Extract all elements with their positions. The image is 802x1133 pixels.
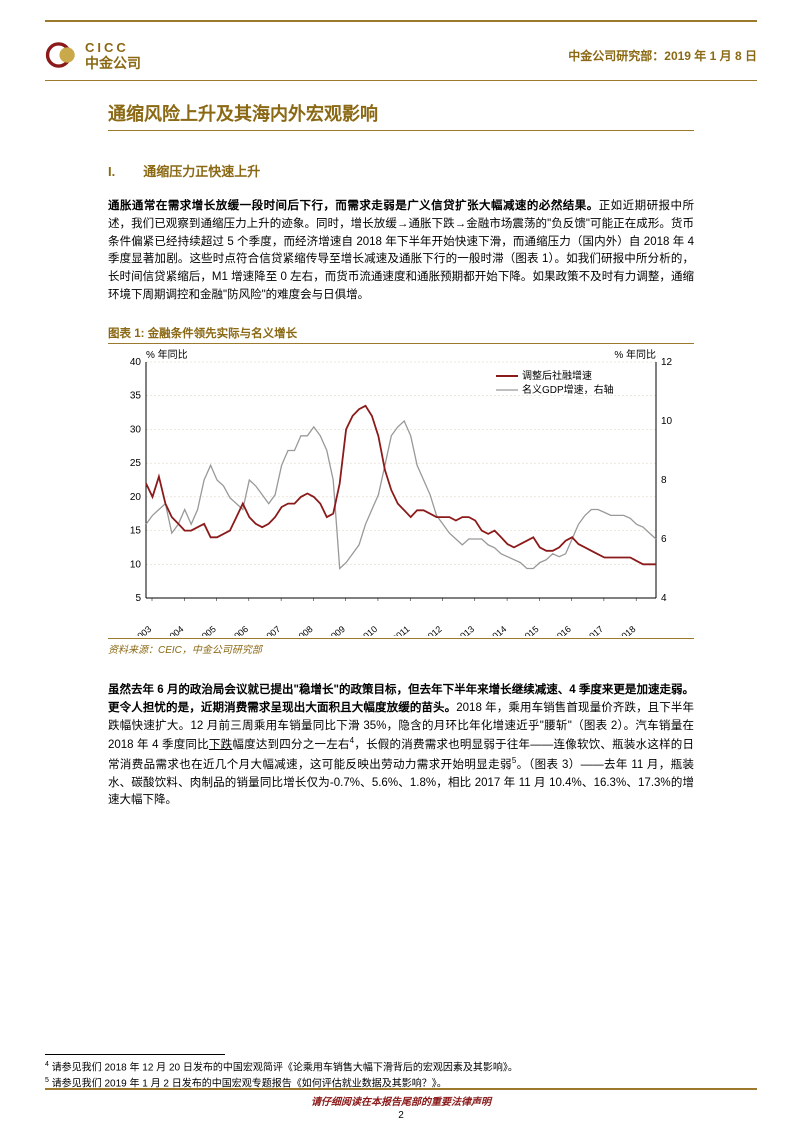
svg-text:2013: 2013 [454, 624, 476, 636]
svg-text:30: 30 [130, 424, 142, 435]
svg-text:15: 15 [130, 525, 142, 536]
svg-text:2014: 2014 [487, 624, 509, 636]
svg-text:35: 35 [130, 391, 142, 402]
svg-text:% 年同比: % 年同比 [614, 348, 656, 361]
footer-disclaimer: 请仔细阅读在本报告尾部的重要法律声明 [0, 1093, 802, 1108]
svg-text:4: 4 [661, 593, 667, 604]
svg-text:10: 10 [130, 559, 142, 570]
chart-caption: 图表 1: 金融条件领先实际与名义增长 [108, 325, 694, 341]
cicc-logo-icon [45, 38, 79, 72]
page-footer: 请仔细阅读在本报告尾部的重要法律声明 2 [0, 1088, 802, 1121]
svg-text:2009: 2009 [325, 624, 347, 636]
main-title: 通缩风险上升及其海内外宏观影响 [108, 100, 694, 126]
svg-text:2017: 2017 [583, 624, 605, 636]
svg-text:2012: 2012 [422, 624, 444, 636]
svg-text:% 年同比: % 年同比 [146, 348, 188, 361]
page-header: CICC 中金公司 中金公司研究部：2019 年 1 月 8 日 [45, 38, 757, 81]
svg-text:2015: 2015 [519, 624, 541, 636]
svg-text:20: 20 [130, 492, 142, 503]
svg-text:40: 40 [130, 357, 142, 368]
svg-text:2003: 2003 [132, 624, 154, 636]
footnote-rule [45, 1054, 225, 1055]
svg-text:2018: 2018 [616, 624, 638, 636]
chart-svg: 5 10 15 20 25 30 35 40 4 6 8 10 12 % 年同比 % 年同比 2003 2004… [108, 346, 694, 636]
logo-text-cn: 中金公司 [85, 56, 141, 70]
section-heading: I. 通缩压力正快速上升 [108, 161, 694, 180]
svg-text:2006: 2006 [228, 624, 250, 636]
svg-text:8: 8 [661, 475, 667, 486]
header-dept-date: 中金公司研究部：2019 年 1 月 8 日 [568, 47, 757, 64]
svg-text:2005: 2005 [196, 624, 218, 636]
svg-text:25: 25 [130, 458, 142, 469]
chart-source: 资料来源：CEIC，中金公司研究部 [108, 641, 694, 656]
svg-text:调整后社融增速: 调整后社融增速 [522, 369, 592, 382]
footnote-4: 4 请参见我们 2018 年 12 月 20 日发布的中国宏观简评《论乘用车销售… [45, 1060, 757, 1075]
svg-text:2007: 2007 [261, 624, 283, 636]
footnotes: 4 请参见我们 2018 年 12 月 20 日发布的中国宏观简评《论乘用车销售… [45, 1060, 757, 1091]
svg-text:2011: 2011 [390, 624, 411, 636]
page-number: 2 [0, 1110, 802, 1121]
svg-text:2004: 2004 [164, 624, 186, 636]
svg-text:5: 5 [135, 593, 141, 604]
section-number: I. [108, 164, 115, 179]
logo: CICC 中金公司 [45, 38, 141, 72]
paragraph-2: 虽然去年 6 月的政治局会议就已提出"稳增长"的政策目标，但去年下半年来增长继续… [108, 682, 694, 810]
svg-text:10: 10 [661, 416, 673, 427]
svg-text:2010: 2010 [357, 624, 379, 636]
svg-text:6: 6 [661, 534, 667, 545]
paragraph-1: 通胀通常在需求增长放缓一段时间后下行，而需求走弱是广义信贷扩张大幅减速的必然结果… [108, 198, 694, 305]
logo-text-en: CICC [85, 41, 141, 54]
chart-1: 5 10 15 20 25 30 35 40 4 6 8 10 12 % 年同比 % 年同比 2003 2004… [108, 343, 694, 639]
svg-text:2008: 2008 [293, 624, 315, 636]
svg-text:12: 12 [661, 357, 673, 368]
svg-text:2016: 2016 [551, 624, 573, 636]
section-title: 通缩压力正快速上升 [143, 161, 260, 180]
svg-text:名义GDP增速，右轴: 名义GDP增速，右轴 [522, 383, 614, 396]
